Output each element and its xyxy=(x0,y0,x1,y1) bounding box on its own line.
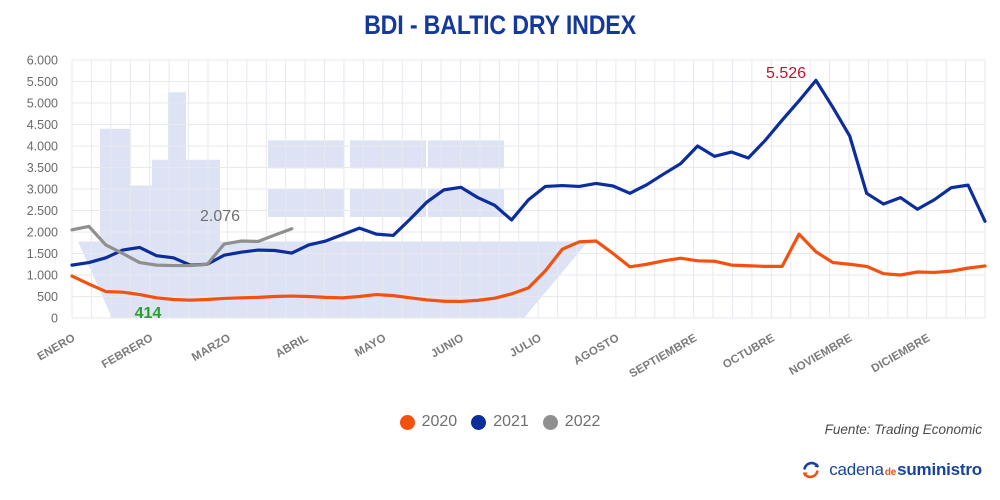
x-axis-month-label: JUNIO xyxy=(429,332,466,360)
brand-wordmark: cadena de suministro xyxy=(829,460,982,480)
series-line-2021 xyxy=(70,78,987,267)
x-axis-month-label: MAYO xyxy=(353,332,388,359)
y-axis-tick-label: 3.500 xyxy=(27,161,58,175)
y-axis-tick-label: 5.000 xyxy=(27,97,58,111)
data-series-lines xyxy=(70,78,987,304)
y-axis-tick-label: 4.000 xyxy=(27,140,58,154)
annotation-2076: 2.076 xyxy=(200,208,240,225)
x-axis-month-label: ABRIL xyxy=(274,332,311,360)
annotation-5526: 5.526 xyxy=(766,65,806,82)
legend-marker-dot xyxy=(542,414,558,430)
y-axis-tick-label: 500 xyxy=(37,290,58,304)
brand-word-de: de xyxy=(884,467,897,478)
y-axis-tick-label: 4.500 xyxy=(27,118,58,132)
y-axis-tick-label: 3.000 xyxy=(27,183,58,197)
legend-label: 2022 xyxy=(564,413,601,430)
x-axis-tick-labels: ENERO FEBRERO MARZO ABRIL MAYO JUNIO JULIO AGOS… xyxy=(36,332,933,380)
annotation-414: 414 xyxy=(135,305,162,322)
y-axis-tick-labels: 0 500 1.000 1.500 2.000 2.500 3.000 3.500 4.000 4… xyxy=(27,54,58,326)
x-axis-month-label: SEPTIEMBRE xyxy=(628,332,700,380)
y-axis-tick-label: 0 xyxy=(51,312,58,326)
x-axis-month-label: AGOSTO xyxy=(572,332,622,368)
brand-word-cadena: cadena xyxy=(829,460,884,479)
legend-label: 2020 xyxy=(421,413,458,430)
legend-item-2022[interactable]: 2022 xyxy=(542,413,601,431)
legend-item-2021[interactable]: 2021 xyxy=(471,413,529,431)
x-axis-month-label: FEBRERO xyxy=(100,332,155,371)
value-annotations: 414 2.076 5.526 xyxy=(135,65,806,322)
gridlines xyxy=(71,59,986,319)
x-axis-month-label: DICIEMBRE xyxy=(870,332,933,375)
legend-label: 2021 xyxy=(493,413,529,430)
page-title: BDI - BALTIC DRY INDEX xyxy=(364,10,636,40)
y-axis-tick-label: 2.000 xyxy=(27,226,58,240)
x-axis-month-label: NOVIEMBRE xyxy=(787,332,854,378)
cargo-ship-watermark xyxy=(78,92,588,318)
y-axis-tick-label: 2.500 xyxy=(27,204,58,218)
series-line-2022 xyxy=(70,224,294,268)
x-axis-month-label: JULIO xyxy=(508,332,544,360)
brand-logo: cadena de suministro xyxy=(800,459,982,481)
y-axis-tick-label: 1.000 xyxy=(27,269,58,283)
source-note: Fuente: Trading Economic xyxy=(824,422,982,437)
circular-arrow-icon xyxy=(803,461,820,479)
y-axis-tick-label: 1.500 xyxy=(27,247,58,261)
y-axis-tick-label: 6.000 xyxy=(27,54,58,68)
y-axis-tick-label: 5.500 xyxy=(27,75,58,89)
legend-marker-dot xyxy=(471,414,487,430)
legend-marker-dot xyxy=(399,414,415,430)
legend-item-2020[interactable]: 2020 xyxy=(399,413,458,431)
series-line-2020 xyxy=(70,232,987,304)
x-axis-month-label: MARZO xyxy=(190,332,233,364)
brand-word-suministro: suministro xyxy=(897,460,982,479)
x-axis-month-label: OCTUBRE xyxy=(721,332,777,371)
chart-legend: 2020 2021 2022 xyxy=(0,413,1000,431)
x-axis-month-label: ENERO xyxy=(36,332,78,363)
